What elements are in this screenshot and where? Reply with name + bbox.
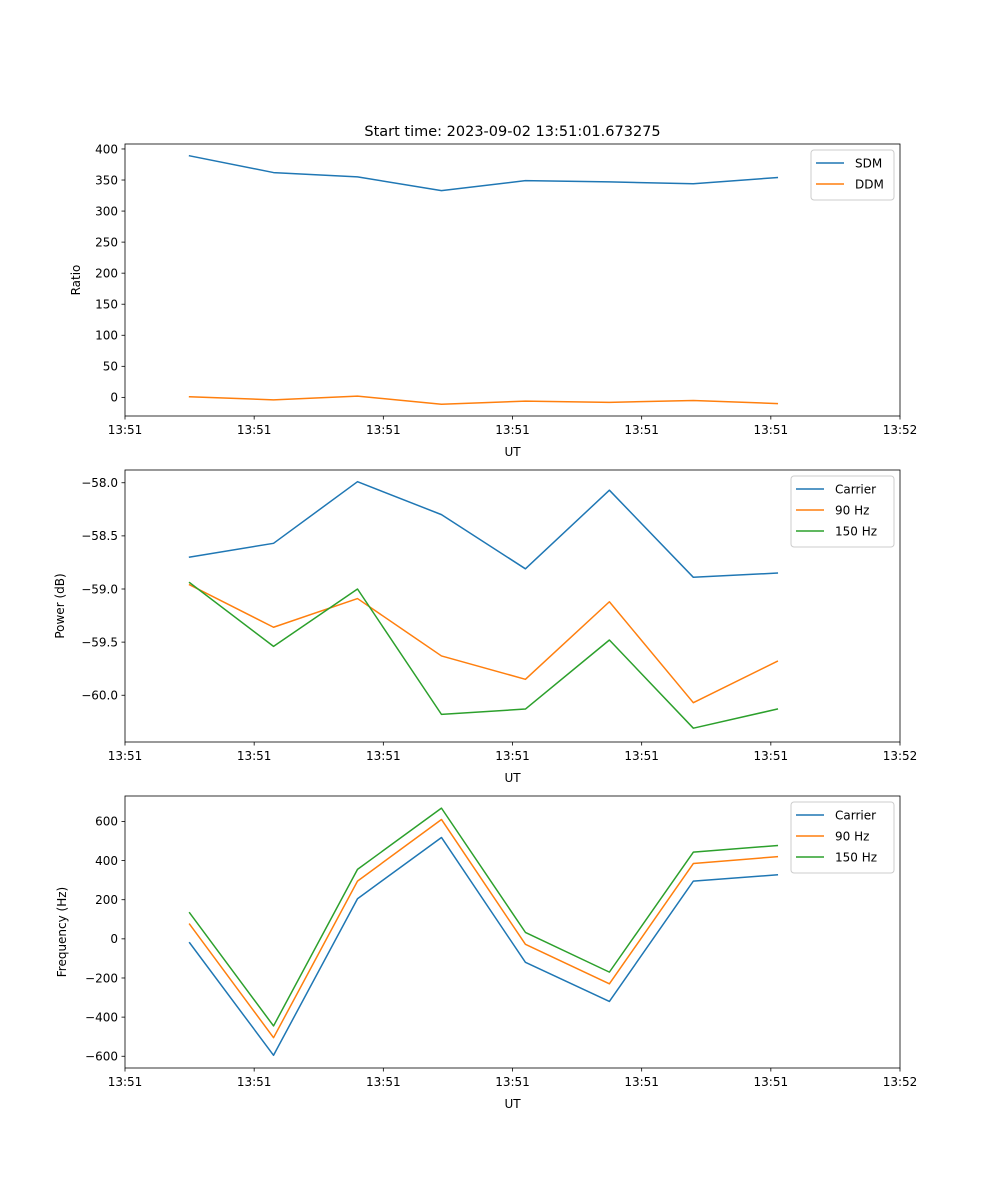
y-axis-label: Frequency (Hz)	[55, 887, 69, 978]
axes-frame	[124, 469, 901, 743]
legend: Carrier 90 Hz 150 Hz	[790, 801, 895, 874]
x-tick-label: 13:51	[495, 423, 530, 437]
legend-label: 90 Hz	[835, 504, 869, 518]
legend-label: 150 Hz	[835, 851, 877, 865]
x-tick-label: 13:51	[495, 1075, 530, 1089]
y-tick-label: 600	[95, 815, 118, 829]
chart-title: Start time: 2023-09-02 13:51:01.673275	[364, 124, 660, 140]
legend-label: Carrier	[835, 809, 876, 823]
x-axis-label: UT	[504, 1097, 521, 1111]
legend: SDM DDM	[810, 149, 895, 201]
x-axis-label: UT	[504, 771, 521, 785]
x-tick-label: 13:52	[883, 1075, 918, 1089]
y-tick-label: 400	[95, 854, 118, 868]
y-tick-label: 300	[95, 204, 118, 218]
legend-label: Carrier	[835, 483, 876, 497]
y-tick-label: 100	[95, 329, 118, 343]
x-tick-label: 13:51	[754, 1075, 789, 1089]
y-tick-label: −59.5	[81, 635, 118, 649]
y-tick-label: −200	[85, 971, 118, 985]
ratio-panel: 13:51 13:51 13:51 13:51 13:51 13:51 13:52 0 50 10…	[69, 142, 917, 459]
legend-box	[790, 801, 895, 874]
x-tick-label: 13:51	[366, 1075, 401, 1089]
x-axis-label: UT	[504, 445, 521, 459]
y-tick-label: −58.5	[81, 529, 118, 543]
y-axis-label: Power (dB)	[53, 573, 67, 638]
x-tick-label: 13:51	[108, 749, 143, 763]
y-tick-label: 350	[95, 173, 118, 187]
y-tick-label: 200	[95, 893, 118, 907]
x-tick-label: 13:51	[237, 749, 272, 763]
y-tick-label: 150	[95, 298, 118, 312]
legend: Carrier 90 Hz 150 Hz	[790, 475, 895, 548]
x-tick-label: 13:51	[495, 749, 530, 763]
y-tick-label: 50	[103, 360, 118, 374]
y-tick-label: 0	[110, 932, 118, 946]
y-tick-label: −400	[85, 1010, 118, 1024]
x-tick-label: 13:51	[366, 749, 401, 763]
series-line-90-hz	[188, 818, 779, 1039]
x-tick-label: 13:51	[754, 749, 789, 763]
x-tick-label: 13:51	[624, 749, 659, 763]
x-tick-label: 13:52	[883, 423, 918, 437]
y-axis-label: Ratio	[69, 265, 83, 296]
legend-label: 90 Hz	[835, 830, 869, 844]
power-panel: 13:51 13:51 13:51 13:51 13:51 13:51 13:52 −58.0…	[53, 469, 918, 785]
x-tick-label: 13:52	[883, 749, 918, 763]
series-line-carrier	[188, 836, 779, 1057]
frequency-panel: 13:51 13:51 13:51 13:51 13:51 13:51 13:52 600 40…	[55, 795, 918, 1111]
legend-label: DDM	[855, 178, 884, 192]
y-tick-label: −58.0	[81, 476, 118, 490]
y-tick-label: 400	[95, 142, 118, 156]
series-line-150-hz	[188, 807, 779, 1027]
axes-frame	[124, 143, 901, 417]
x-tick-label: 13:51	[237, 423, 272, 437]
series-line-carrier	[188, 480, 779, 579]
x-tick-label: 13:51	[366, 423, 401, 437]
x-tick-label: 13:51	[237, 1075, 272, 1089]
x-tick-label: 13:51	[624, 1075, 659, 1089]
series-line-90-hz	[188, 583, 779, 704]
series-line-150-hz	[188, 581, 779, 729]
x-tick-label: 13:51	[108, 423, 143, 437]
y-tick-label: −600	[85, 1050, 118, 1064]
x-tick-label: 13:51	[108, 1075, 143, 1089]
y-tick-label: −59.0	[81, 582, 118, 596]
x-tick-label: 13:51	[624, 423, 659, 437]
series-line-ddm	[188, 395, 779, 405]
legend-box	[790, 475, 895, 548]
y-tick-label: −60.0	[81, 689, 118, 703]
y-tick-label: 250	[95, 235, 118, 249]
y-tick-label: 0	[110, 391, 118, 405]
legend-label: 150 Hz	[835, 525, 877, 539]
axes-frame	[124, 795, 901, 1069]
x-tick-label: 13:51	[754, 423, 789, 437]
legend-label: SDM	[855, 157, 882, 171]
y-tick-label: 200	[95, 266, 118, 280]
series-line-sdm	[188, 154, 779, 192]
